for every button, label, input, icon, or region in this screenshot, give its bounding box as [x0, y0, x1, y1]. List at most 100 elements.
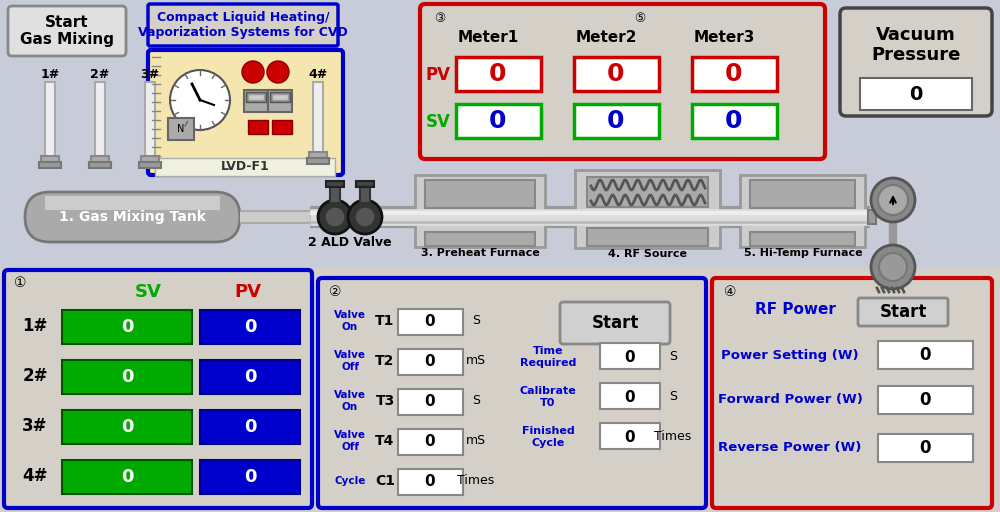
Bar [270, 92, 290, 102]
Bar [600, 423, 660, 449]
Text: N: N [177, 124, 185, 134]
Bar [155, 158, 335, 176]
Text: 0: 0 [625, 390, 635, 404]
Bar [587, 177, 708, 207]
Text: ④: ④ [724, 285, 736, 299]
Bar [62, 460, 192, 494]
Text: Calibrate
T0: Calibrate T0 [520, 386, 576, 408]
FancyBboxPatch shape [4, 270, 312, 508]
Text: 0: 0 [607, 109, 625, 133]
Bar [45, 82, 55, 162]
Text: RF Power: RF Power [755, 303, 835, 317]
Text: 2#: 2# [90, 69, 110, 81]
Text: LVD-F1: LVD-F1 [221, 160, 269, 174]
Bar [95, 82, 105, 162]
Bar [878, 341, 973, 369]
Bar [740, 175, 865, 247]
Bar [356, 181, 374, 187]
Text: Finished
Cycle: Finished Cycle [522, 426, 574, 448]
Bar [272, 120, 292, 134]
Bar [246, 92, 266, 102]
Bar [425, 232, 535, 246]
Circle shape [318, 200, 352, 234]
Text: 0: 0 [121, 318, 133, 336]
Text: 0: 0 [607, 62, 625, 86]
Bar [0, 268, 1000, 512]
Text: 0: 0 [625, 430, 635, 444]
Text: 0: 0 [489, 62, 507, 86]
Text: Valve
On: Valve On [334, 310, 366, 332]
FancyBboxPatch shape [25, 192, 240, 242]
Bar [200, 310, 300, 344]
Text: 0: 0 [244, 368, 256, 386]
Bar [574, 57, 659, 91]
Bar [89, 162, 111, 168]
Text: PV: PV [234, 283, 262, 301]
Text: 1#: 1# [40, 69, 60, 81]
Circle shape [879, 253, 907, 281]
Text: 2#: 2# [22, 367, 48, 385]
Bar [878, 434, 973, 462]
Circle shape [871, 245, 915, 289]
FancyBboxPatch shape [318, 278, 706, 508]
Bar [62, 360, 192, 394]
Text: Power Setting (W): Power Setting (W) [721, 349, 859, 361]
Bar [45, 196, 220, 210]
Text: Meter2: Meter2 [575, 30, 637, 45]
Text: S: S [472, 314, 480, 328]
Text: Reverse Power (W): Reverse Power (W) [718, 441, 862, 455]
Text: 4#: 4# [308, 69, 328, 81]
Bar [309, 152, 327, 160]
Bar [244, 90, 268, 112]
Text: 1. Gas Mixing Tank: 1. Gas Mixing Tank [59, 210, 205, 224]
FancyBboxPatch shape [560, 302, 670, 344]
Text: mS: mS [466, 435, 486, 447]
Text: 0: 0 [625, 350, 635, 365]
Text: Meter1: Meter1 [457, 30, 519, 45]
Text: 5. Hi-Temp Furnace: 5. Hi-Temp Furnace [744, 248, 862, 258]
Bar [62, 410, 192, 444]
Bar [200, 360, 300, 394]
Text: 0: 0 [909, 84, 923, 103]
Bar [878, 386, 973, 414]
Text: Times: Times [457, 475, 495, 487]
Text: T3: T3 [375, 394, 395, 408]
Text: Time
Required: Time Required [520, 346, 576, 368]
Text: 0: 0 [121, 368, 133, 386]
Text: C1: C1 [375, 474, 395, 488]
Text: Forward Power (W): Forward Power (W) [718, 394, 862, 407]
Circle shape [878, 185, 908, 215]
Text: S: S [472, 395, 480, 408]
Bar [91, 156, 109, 164]
Bar [200, 460, 300, 494]
Bar [39, 162, 61, 168]
Text: S: S [669, 391, 677, 403]
Text: 4. RF Source: 4. RF Source [608, 249, 688, 259]
Bar [139, 162, 161, 168]
Text: Meter3: Meter3 [693, 30, 755, 45]
Text: mS: mS [466, 354, 486, 368]
Text: 0: 0 [919, 439, 931, 457]
Bar [268, 90, 292, 112]
Text: T2: T2 [375, 354, 395, 368]
Text: Start: Start [879, 303, 927, 321]
Bar [600, 343, 660, 369]
FancyBboxPatch shape [148, 4, 338, 46]
Circle shape [242, 61, 264, 83]
Bar [574, 104, 659, 138]
Text: 0: 0 [425, 475, 435, 489]
Text: 3#: 3# [22, 417, 48, 435]
Text: 0: 0 [425, 395, 435, 410]
Bar [145, 82, 155, 162]
Text: PV: PV [426, 66, 450, 84]
Text: ①: ① [14, 276, 26, 290]
Text: 0: 0 [121, 468, 133, 486]
Bar [360, 185, 370, 203]
FancyBboxPatch shape [712, 278, 992, 508]
Bar [398, 349, 463, 375]
Bar [307, 158, 329, 164]
Text: T4: T4 [375, 434, 395, 448]
Circle shape [348, 200, 382, 234]
Text: T1: T1 [375, 314, 395, 328]
Text: ⑤: ⑤ [634, 11, 646, 25]
